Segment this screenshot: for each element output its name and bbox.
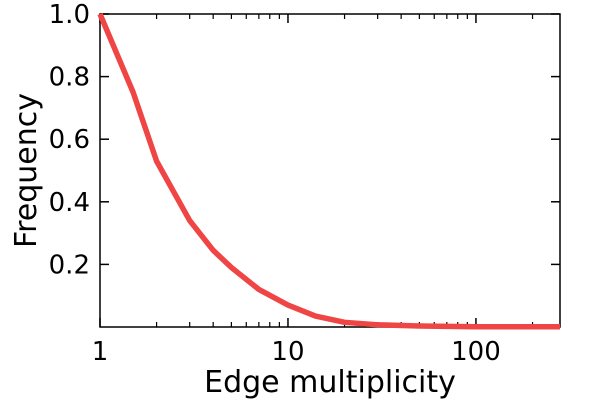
plot-area: 0.2 0.4 0.6 0.8 1.0 1 10 100 [49,0,561,367]
x-tick-label: 10 [271,337,304,367]
x-tick-label: 1 [92,337,109,367]
x-tick-label: 100 [451,337,501,367]
y-tick-label: 1.0 [49,0,90,30]
y-tick-label: 0.2 [49,250,90,280]
y-tick-label: 0.4 [49,188,90,218]
plot-frame [99,13,561,328]
y-axis-label: Frequency [9,93,44,248]
y-tick-label: 0.8 [49,63,90,93]
y-axis-ticks: 0.2 0.4 0.6 0.8 1.0 [49,0,560,280]
y-tick-label: 0.6 [49,125,90,155]
x-axis-label: Edge multiplicity [204,365,456,400]
x-axis-ticks: 1 10 100 [92,14,534,367]
series-layer [97,12,560,330]
series-line [97,12,560,330]
